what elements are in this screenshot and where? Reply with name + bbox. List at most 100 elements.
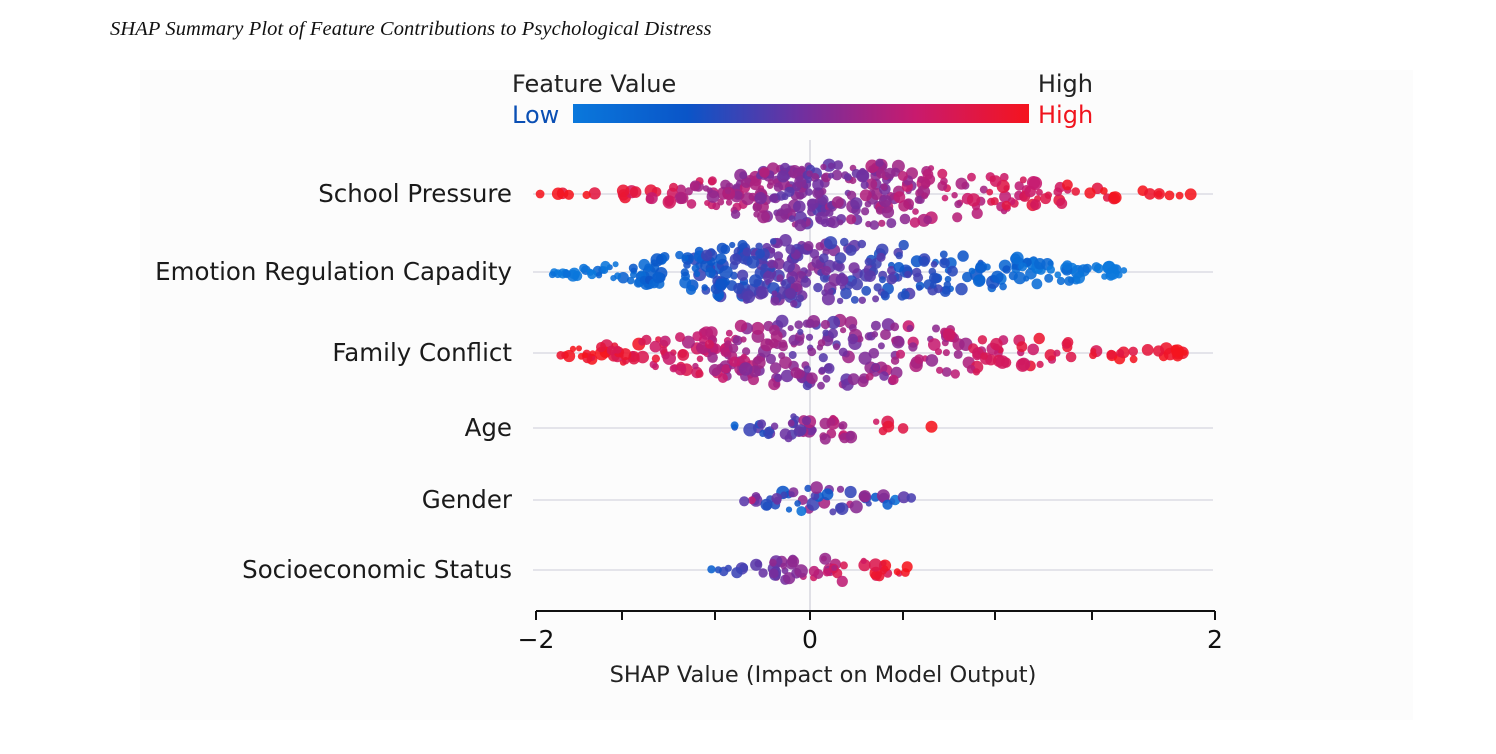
shap-point xyxy=(861,285,872,296)
shap-point xyxy=(880,290,889,299)
shap-point xyxy=(819,552,832,565)
shap-point xyxy=(865,500,872,507)
shap-point xyxy=(895,251,903,260)
shap-point xyxy=(682,255,689,262)
shap-point xyxy=(827,417,836,426)
shap-point xyxy=(701,249,713,262)
feature-label: School Pressure xyxy=(318,179,512,208)
shap-point xyxy=(912,208,919,215)
shap-point xyxy=(780,369,794,383)
legend-low-label: Low xyxy=(512,101,559,129)
shap-point xyxy=(804,484,812,492)
shap-point xyxy=(759,167,770,178)
shap-point xyxy=(779,428,791,440)
shap-point xyxy=(683,261,691,269)
shap-point xyxy=(695,369,704,378)
shap-point xyxy=(835,262,845,272)
shap-point xyxy=(705,326,718,339)
shap-point xyxy=(619,348,632,361)
shap-point xyxy=(734,319,748,333)
shap-point xyxy=(754,493,761,500)
shap-point xyxy=(610,275,617,282)
shap-point xyxy=(719,265,733,280)
shap-point xyxy=(835,273,849,287)
shap-point xyxy=(1115,271,1123,279)
shap-point xyxy=(966,193,981,207)
shap-point xyxy=(851,278,863,291)
shap-point xyxy=(899,213,911,225)
shap-point xyxy=(874,571,885,582)
shap-point xyxy=(725,329,733,337)
shap-point xyxy=(794,424,807,437)
shap-point xyxy=(702,185,710,192)
shap-point xyxy=(686,199,697,209)
shap-point xyxy=(943,281,951,289)
shap-point xyxy=(893,191,906,204)
shap-point xyxy=(923,215,933,225)
shap-point xyxy=(600,260,611,271)
shap-point xyxy=(787,555,800,568)
shap-point xyxy=(563,349,576,363)
shap-point xyxy=(844,485,857,499)
shap-point xyxy=(828,172,834,179)
shap-point xyxy=(742,347,751,356)
shap-point xyxy=(952,212,963,223)
shap-point xyxy=(771,290,778,297)
shap-point xyxy=(825,209,834,217)
beeswarm-points xyxy=(535,158,1197,588)
shap-point xyxy=(773,258,785,270)
shap-point xyxy=(768,568,779,579)
shap-point xyxy=(760,263,769,272)
shap-point xyxy=(831,169,843,181)
shap-point xyxy=(986,188,994,196)
shap-point xyxy=(1053,187,1063,197)
shap-point xyxy=(1035,188,1043,196)
shap-point xyxy=(696,355,704,363)
shap-point xyxy=(833,160,844,171)
shap-point xyxy=(848,262,860,274)
shap-point xyxy=(662,195,676,209)
shap-point xyxy=(1093,263,1104,274)
shap-point xyxy=(1073,271,1085,284)
shap-point xyxy=(821,488,834,501)
shap-point xyxy=(869,220,880,230)
shap-point xyxy=(714,292,723,302)
shap-point xyxy=(714,566,722,574)
shap-point xyxy=(739,171,748,180)
shap-point xyxy=(877,342,885,350)
shap-point xyxy=(1015,358,1030,372)
shap-point xyxy=(606,345,617,356)
shap-point xyxy=(810,481,823,494)
shap-point xyxy=(1062,337,1074,348)
x-axis-label: SHAP Value (Impact on Model Output) xyxy=(610,662,1037,688)
shap-point xyxy=(708,364,722,377)
shap-point xyxy=(864,200,872,208)
shap-point xyxy=(840,327,847,334)
shap-point xyxy=(846,214,857,225)
shap-point xyxy=(616,184,630,198)
shap-point xyxy=(817,339,826,347)
feature-label: Age xyxy=(465,413,512,442)
shap-point xyxy=(737,269,749,281)
shap-point xyxy=(875,158,884,167)
shap-point xyxy=(909,217,921,228)
shap-point xyxy=(755,242,763,250)
shap-point xyxy=(1000,172,1009,182)
shap-point xyxy=(788,491,795,498)
legend-high-label: High xyxy=(1038,101,1093,129)
shap-point xyxy=(582,190,591,200)
shap-point xyxy=(990,337,1003,351)
shap-point xyxy=(1153,188,1165,200)
shap-point xyxy=(1030,199,1042,211)
shap-point xyxy=(676,184,686,195)
shap-point xyxy=(839,561,848,570)
shap-point xyxy=(971,207,983,219)
shap-point xyxy=(740,336,747,343)
shap-point xyxy=(857,239,867,249)
shap-point xyxy=(834,252,847,264)
shap-point xyxy=(878,194,892,208)
shap-point xyxy=(720,244,731,255)
shap-point xyxy=(955,177,968,190)
shap-point xyxy=(990,197,999,206)
shap-point xyxy=(955,282,968,296)
